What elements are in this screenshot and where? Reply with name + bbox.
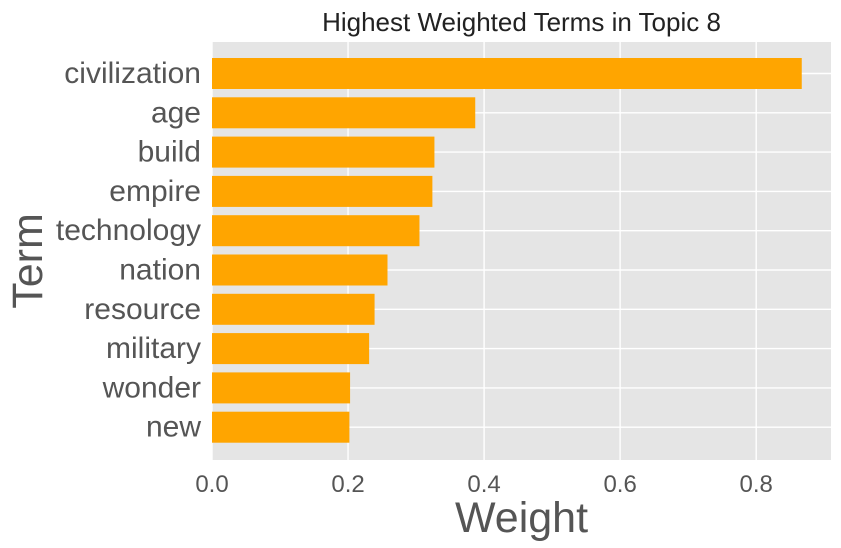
bar-build: [212, 136, 435, 168]
x-tick-label: 0.6: [603, 471, 636, 498]
x-tick-label: 0.0: [195, 471, 228, 498]
y-tick-label-civilization: civilization: [64, 57, 201, 90]
bar-military: [212, 333, 370, 365]
bar-new: [212, 411, 350, 443]
x-axis-label: Weight: [455, 494, 588, 542]
bar-age: [212, 97, 476, 129]
y-tick-label-new: new: [146, 411, 201, 444]
x-tick-label: 0.2: [331, 471, 364, 498]
chart-title: Highest Weighted Terms in Topic 8: [322, 7, 721, 37]
y-axis-label: Term: [4, 213, 52, 309]
y-tick-label-wonder: wonder: [102, 371, 201, 404]
y-tick-label-nation: nation: [119, 254, 201, 287]
x-tick-label: 0.4: [467, 471, 500, 498]
y-tick-label-age: age: [151, 96, 201, 129]
bar-nation: [212, 254, 388, 286]
bar-technology: [212, 215, 420, 247]
bar-civilization: [212, 58, 802, 89]
y-tick-label-technology: technology: [56, 214, 201, 247]
y-tick-label-resource: resource: [84, 293, 201, 326]
y-tick-labels: civilization age build empire technology nati…: [56, 57, 201, 444]
bars: [212, 58, 802, 443]
bar-empire: [212, 175, 433, 207]
y-tick-label-military: military: [106, 332, 201, 365]
x-tick-labels: 0.0 0.2 0.4 0.6 0.8: [195, 471, 773, 498]
bar-resource: [212, 293, 375, 325]
y-tick-label-build: build: [138, 136, 201, 169]
x-tick-label: 0.8: [739, 471, 772, 498]
bar-wonder: [212, 372, 351, 404]
y-tick-label-empire: empire: [109, 175, 201, 208]
